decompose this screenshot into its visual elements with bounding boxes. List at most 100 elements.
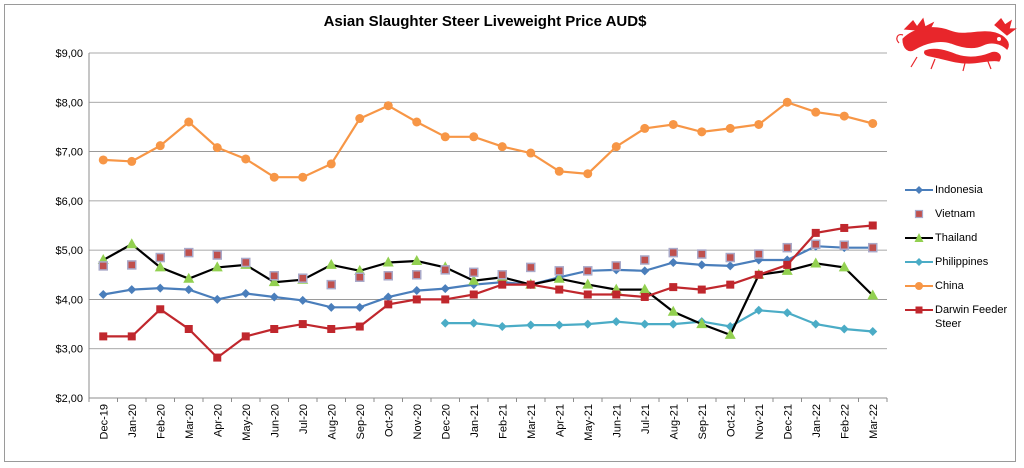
darwin-feeder-steer-point (127, 332, 136, 341)
legend-item-indonesia: Indonesia (905, 183, 1020, 207)
thailand-point (639, 283, 651, 294)
y-tick-label: $2,00 (55, 393, 83, 405)
y-tick-label: $6,00 (55, 196, 83, 208)
thailand-point (582, 278, 594, 289)
indonesia-point (640, 266, 650, 276)
vietnam-point (611, 261, 621, 271)
china-point (554, 166, 564, 176)
y-tick-label: $3,00 (55, 344, 83, 356)
vietnam-point (127, 260, 137, 270)
vietnam-point (668, 247, 678, 258)
darwin-feeder-steer-point (840, 223, 849, 232)
darwin-feeder-steer-point (270, 325, 279, 333)
legend-item-vietnam: Vietnam (905, 207, 1020, 231)
chart-title: Asian Slaughter Steer Liveweight Price A… (323, 13, 647, 30)
legend-label: China (935, 280, 964, 292)
vietnam-point (155, 252, 165, 263)
darwin-feeder-steer-point (99, 332, 108, 341)
china-point (754, 119, 764, 129)
darwin-feeder-steer-point (327, 325, 336, 333)
darwin-feeder-steer-point (213, 353, 222, 362)
x-tick-label: Sep-20 (355, 404, 367, 439)
darwin-feeder-steer-point (298, 320, 307, 329)
vietnam-point (868, 242, 878, 253)
vietnam-point (839, 240, 849, 250)
indonesia-series-line (103, 245, 873, 309)
indonesia-point (269, 292, 279, 302)
china-point (868, 118, 878, 128)
darwin-feeder-steer-point (498, 280, 507, 289)
china-point (212, 143, 222, 153)
darwin-feeder-steer-point (640, 292, 649, 301)
indonesia-point (155, 283, 165, 293)
china-point (697, 127, 707, 137)
china-point (241, 154, 251, 164)
darwin-feeder-steer-series-line (103, 224, 873, 360)
philippines-point (440, 318, 450, 328)
y-tick-label: $8,00 (55, 97, 83, 109)
legend-swatch-indonesia (905, 186, 933, 194)
legend-swatch-vietnam (914, 209, 924, 219)
x-tick-label: May-21 (583, 404, 595, 441)
legend-label: Indonesia (935, 184, 983, 196)
philippines-point (640, 319, 650, 329)
vietnam-point (383, 271, 393, 281)
thailand-point (468, 274, 480, 285)
darwin-feeder-steer-point (526, 280, 535, 289)
philippines-point (839, 324, 849, 334)
philippines-point (811, 319, 821, 329)
thailand-point (724, 328, 736, 339)
thailand-point (781, 264, 793, 275)
x-tick-label: Feb-20 (155, 404, 167, 439)
x-tick-label: Dec-19 (98, 404, 110, 439)
darwin-feeder-steer-point (555, 285, 564, 294)
x-tick-label: Mar-22 (868, 404, 880, 439)
indonesia-point (412, 286, 422, 296)
x-tick-label: Apr-21 (554, 404, 566, 437)
thailand-point (154, 261, 166, 272)
x-tick-label: Jun-20 (269, 404, 281, 438)
darwin-feeder-steer-point (583, 290, 592, 299)
indonesia-point (326, 302, 336, 312)
china-point (469, 132, 479, 142)
vietnam-point (640, 255, 650, 265)
china-point (326, 159, 336, 169)
indonesia-point (697, 260, 707, 270)
legend-item-thailand: Thailand (905, 231, 1020, 255)
darwin-feeder-steer-point (355, 322, 364, 331)
china-point (725, 123, 735, 133)
darwin-feeder-steer-point (384, 300, 393, 309)
x-tick-label: Feb-22 (839, 404, 851, 439)
china-point (127, 156, 137, 166)
darwin-feeder-steer-point (868, 221, 877, 230)
indonesia-point (383, 292, 393, 302)
darwin-feeder-steer-point (469, 290, 478, 299)
x-tick-label: Aug-20 (326, 404, 338, 439)
x-tick-label: Dec-21 (782, 404, 794, 439)
vietnam-point (184, 247, 194, 258)
line-chart: $2,00 $3,00 $4,00 $5,00 $6,00 $7,00 $8,00 $9,00… (55, 48, 888, 441)
thailand-point (126, 238, 138, 249)
legend-label: Thailand (935, 232, 978, 244)
indonesia-point (212, 294, 222, 304)
darwin-feeder-steer-point (783, 260, 792, 269)
legend-swatch-china (905, 282, 933, 290)
china-point (526, 148, 536, 158)
x-tick-label: Jan-22 (811, 404, 823, 438)
vietnam-point (355, 272, 365, 282)
china-point (383, 101, 393, 111)
vietnam-point (725, 252, 735, 263)
china-point (98, 155, 108, 165)
indonesia-point (668, 257, 678, 267)
thailand-point (867, 289, 879, 300)
x-tick-label: Dec-20 (440, 404, 452, 439)
china-point (811, 107, 821, 117)
x-tick-label: Nov-20 (412, 404, 424, 439)
legend-item-china: China (905, 279, 1020, 303)
x-tick-label: Mar-20 (184, 404, 196, 439)
indonesia-point (127, 285, 137, 295)
vietnam-point (98, 261, 108, 271)
y-tick-label: $4,00 (55, 294, 83, 306)
x-tick-label: Jun-21 (611, 404, 623, 438)
thailand-point (553, 272, 565, 283)
